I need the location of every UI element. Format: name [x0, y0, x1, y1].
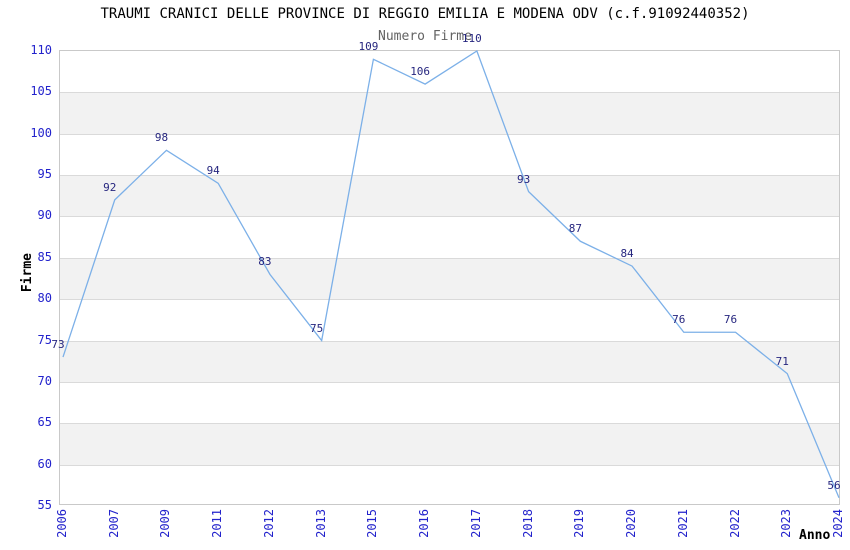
x-tick-label: 2020 [624, 509, 639, 538]
x-tick-label: 2013 [313, 509, 328, 538]
x-tick-label: 2016 [417, 509, 432, 538]
data-point-label: 71 [775, 354, 789, 368]
gridline [60, 257, 839, 259]
data-point-label: 110 [461, 32, 482, 45]
x-tick-label: 2022 [727, 509, 742, 538]
gridline [60, 92, 839, 94]
gridline [60, 381, 839, 383]
data-point-label: 76 [672, 313, 686, 327]
gridline [60, 340, 839, 342]
gridline [60, 423, 839, 425]
x-tick-label: 2009 [158, 509, 173, 538]
x-tick-label: 2023 [779, 509, 794, 538]
plot-band [60, 175, 839, 217]
data-point-label: 76 [723, 313, 738, 327]
data-point-label: 73 [51, 338, 65, 352]
x-tick-label: 2024 [831, 509, 845, 538]
x-tick-label: 2012 [261, 509, 276, 538]
x-tick-label: 2019 [572, 509, 587, 538]
y-tick-label: 85 [37, 249, 52, 264]
plot-band [60, 340, 839, 382]
data-point-label: 92 [103, 180, 117, 194]
gridline [60, 299, 839, 301]
x-tick-label: 2015 [365, 509, 380, 538]
plot-band [60, 92, 839, 134]
data-point-label: 98 [154, 131, 169, 145]
y-tick-label: 105 [30, 84, 52, 99]
x-axis-title: Anno [799, 528, 831, 543]
gridline [60, 464, 839, 466]
y-tick-label: 60 [37, 456, 52, 471]
data-point-label: 75 [310, 321, 324, 335]
y-axis-title: Firme [20, 253, 35, 293]
data-point-label: 87 [568, 222, 582, 236]
y-tick-label: 80 [37, 291, 52, 306]
y-tick-label: 65 [37, 415, 52, 430]
y-tick-label: 70 [37, 373, 52, 388]
y-tick-label: 55 [37, 498, 52, 512]
gridline [60, 216, 839, 218]
plot-band [60, 423, 839, 465]
gridline [60, 133, 839, 135]
gridline [60, 175, 839, 177]
data-point-label: 94 [206, 164, 220, 178]
data-point-label: 106 [410, 65, 431, 79]
x-tick-label: 2007 [106, 509, 121, 538]
plot-area [59, 50, 840, 505]
series-line [62, 50, 840, 498]
x-tick-label: 2021 [675, 509, 690, 538]
y-tick-label: 90 [37, 208, 52, 223]
x-tick-label: 2006 [55, 509, 69, 538]
data-point-label: 84 [620, 247, 634, 261]
plot-band [60, 257, 839, 300]
y-tick-label: 75 [37, 332, 52, 347]
y-tick-label: 110 [30, 43, 52, 57]
data-point-label: 93 [516, 172, 531, 186]
chart-title: TRAUMI CRANICI DELLE PROVINCE DI REGGIO … [100, 6, 750, 22]
data-point-label: 109 [358, 40, 379, 54]
x-tick-label: 2017 [468, 509, 483, 538]
y-tick-label: 100 [30, 125, 52, 140]
y-tick-label: 95 [37, 167, 52, 182]
data-point-label: 83 [258, 255, 272, 269]
data-point-label: 56 [827, 478, 841, 492]
chart-subtitle: Numero Firme [378, 29, 472, 44]
x-tick-label: 2011 [210, 509, 225, 538]
x-tick-label: 2018 [520, 509, 535, 538]
